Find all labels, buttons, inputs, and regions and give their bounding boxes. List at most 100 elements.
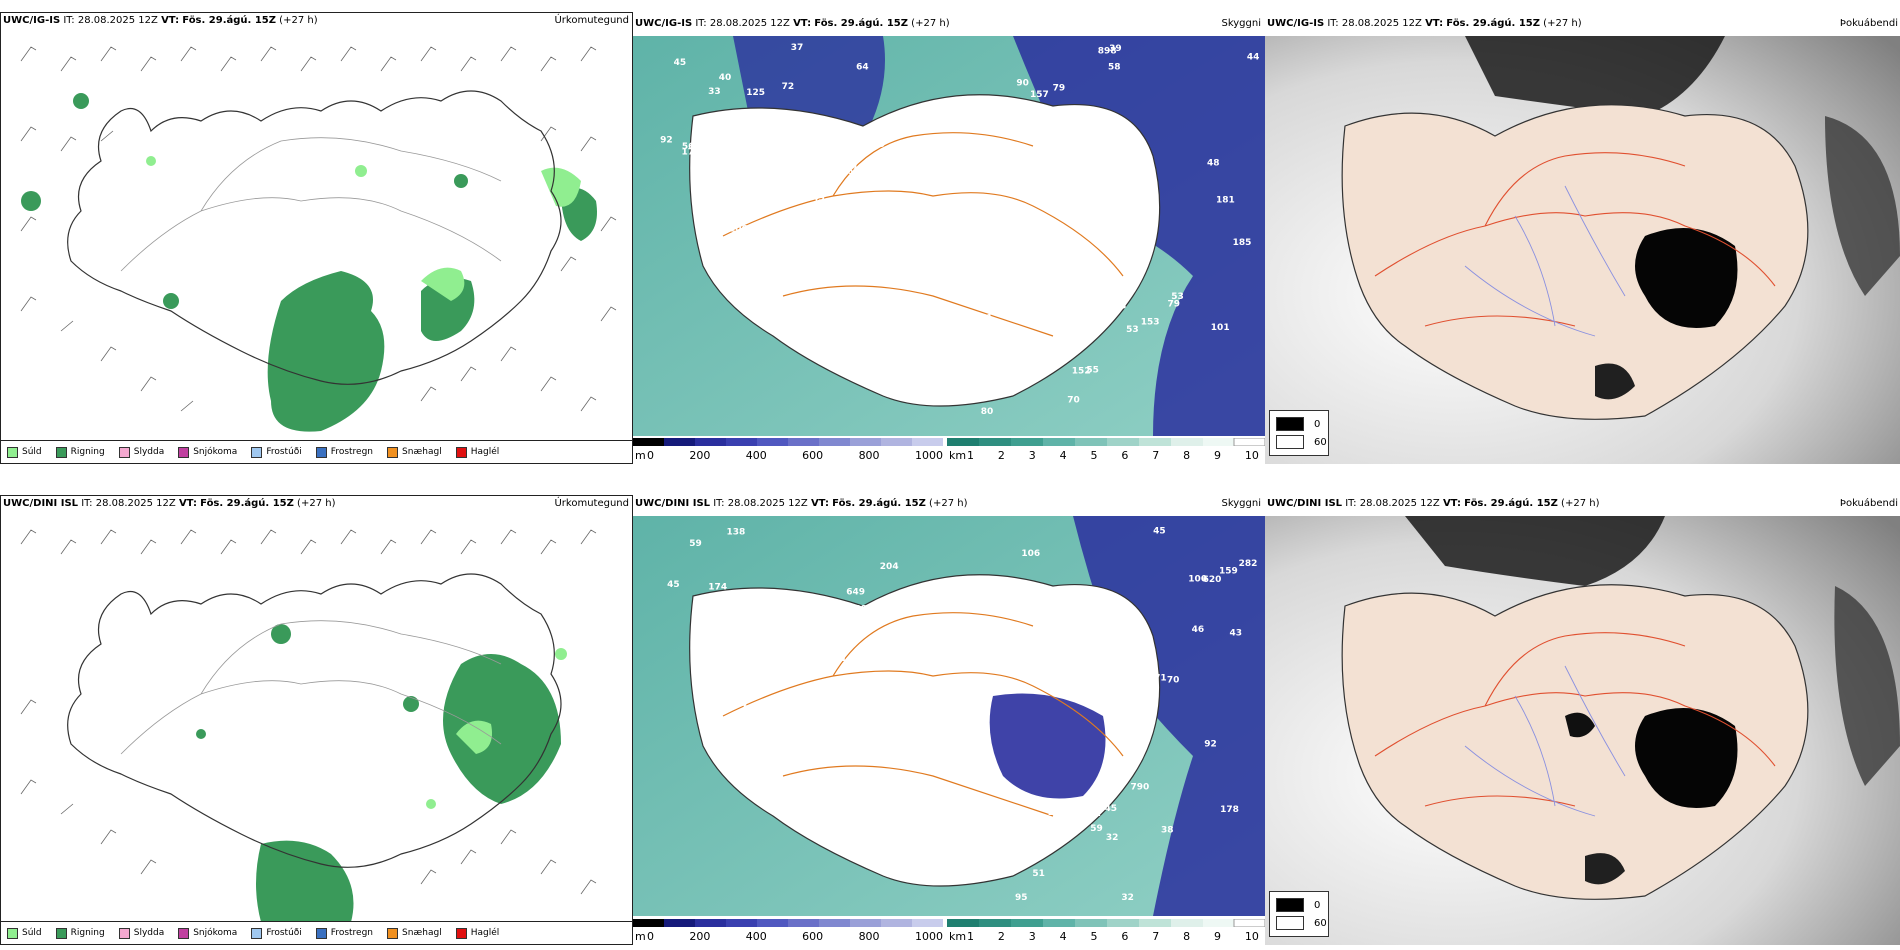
- visibility-value-label: 67: [763, 701, 776, 711]
- ceiling-ticks: 0 200 400 600 800 1000: [647, 930, 943, 943]
- visibility-value-label: 95: [1015, 893, 1028, 903]
- visibility-value-label: 45: [706, 118, 719, 128]
- visibility-value-label: 67: [847, 167, 860, 177]
- legend-item: Snjókoma: [178, 446, 237, 458]
- vt-label: VT:: [810, 498, 829, 509]
- legend-swatch: [118, 927, 130, 939]
- legend-label: Frostregn: [330, 928, 374, 938]
- precip-map: [20, 46, 617, 432]
- legend-swatch: [55, 927, 67, 939]
- visibility-value-label: 106: [1014, 354, 1033, 364]
- legend-swatch: [1276, 916, 1304, 930]
- legend-label: Frostúði: [266, 447, 302, 457]
- vt-label: VT:: [161, 15, 180, 26]
- tick-label: 0: [647, 930, 654, 943]
- legend-label: Slydda: [133, 447, 165, 457]
- visibility-value-label: 82: [1023, 161, 1036, 171]
- tick-label: 6: [1121, 930, 1129, 943]
- visibility-panel-bottom: UWC/DINI ISL IT: 28.08.2025 12Z VT: Fös.…: [633, 498, 1265, 945]
- visibility-value-label: 92: [660, 135, 673, 145]
- visibility-value-label: 101: [739, 647, 758, 657]
- visibility-value-label: 1124: [722, 700, 747, 710]
- visibility-value-label: 42: [757, 606, 770, 616]
- legend-item: Slydda: [118, 446, 165, 458]
- legend-label: Frostúði: [266, 928, 302, 938]
- visibility-legend: m 0 200 400 600 800 1000 km 1 2 3 4 5 6 …: [633, 438, 1265, 464]
- legend-swatch: [118, 446, 130, 458]
- lead-time: (+27 h): [1561, 498, 1600, 509]
- legend-swatch: [455, 446, 467, 458]
- iceland-outline: [67, 573, 562, 868]
- visibility-value-label: 102: [1129, 204, 1148, 214]
- legend-item: Snæhagl: [387, 446, 442, 458]
- visibility-value-label: 59: [689, 539, 702, 549]
- it-label: IT:: [1327, 18, 1339, 29]
- tick-label: 1000: [914, 930, 943, 943]
- it-value: 28.08.2025 12Z: [709, 18, 790, 29]
- tick-label: 7: [1152, 930, 1160, 943]
- visibility-value-label: 140: [775, 139, 794, 149]
- legend-swatch: [251, 927, 263, 939]
- rivers: [1464, 185, 1626, 337]
- visibility-title: Skyggni: [1221, 498, 1261, 509]
- visibility-value-label: 620: [1203, 575, 1222, 585]
- visibility-value-label: 45: [674, 58, 687, 68]
- legend-item: Frostúði: [251, 927, 302, 939]
- tick-label: 4: [1059, 930, 1067, 943]
- legend-swatch: [7, 446, 18, 458]
- panel-header: UWC/IG-IS IT: 28.08.2025 12Z VT: Fös. 29…: [1267, 18, 1582, 29]
- ceiling-colorbar: [633, 919, 943, 927]
- legend-label: 0: [1314, 418, 1321, 430]
- tick-label: 6: [1121, 449, 1129, 462]
- roads: [120, 620, 502, 755]
- visibility-value-label: 121: [1048, 808, 1067, 818]
- visibility-value-label: 90: [1016, 79, 1029, 89]
- tick-label: 7: [1152, 449, 1160, 462]
- model-name: UWC/DINI ISL: [635, 498, 711, 509]
- precip-title: Úrkomutegund: [554, 15, 629, 26]
- visibility-value-label: 100: [1188, 575, 1207, 585]
- visibility-value-label: 51: [980, 313, 993, 323]
- visibility-value-label: 37: [791, 43, 804, 53]
- visibility-unit: km: [949, 449, 967, 462]
- iceland-outline: [1341, 584, 1809, 900]
- visibility-value-label: 56: [810, 146, 823, 156]
- tick-label: 200: [689, 930, 711, 943]
- vis-labels-bottom: 88 282 178 121 1124 138 159 45 790 101 204 106 92 95 5…: [667, 527, 1257, 904]
- it-value: 28.08.2025 12Z: [77, 15, 158, 26]
- visibility-value-label: 33: [708, 87, 721, 97]
- legend-label: 60: [1314, 917, 1327, 929]
- lead-time: (+27 h): [297, 498, 336, 509]
- legend-label: Súld: [22, 928, 42, 938]
- visibility-value-label: 10: [1058, 147, 1071, 157]
- iceland-outline: [689, 94, 1161, 407]
- visibility-value-label: 54: [956, 383, 969, 393]
- legend-label: Súld: [22, 447, 42, 457]
- legend-swatch: [178, 446, 190, 458]
- legend-swatch: [455, 927, 467, 939]
- ceiling-colorbar: [633, 438, 943, 446]
- legend-item: Haglél: [455, 927, 499, 939]
- legend-label: 60: [1314, 436, 1327, 448]
- visibility-value-label: 53: [1143, 222, 1156, 232]
- legend-label: Frostregn: [330, 447, 374, 457]
- visibility-value-label: 46: [1192, 625, 1205, 635]
- visibility-value-label: 204: [880, 562, 899, 572]
- visibility-value-label: 790: [1131, 782, 1150, 792]
- visibility-value-label: 45: [1153, 527, 1166, 537]
- visibility-value-label: 898: [1098, 47, 1117, 57]
- visibility-value-label: 178: [1220, 805, 1239, 815]
- tick-label: 10: [1244, 449, 1259, 462]
- visibility-value-label: 64: [856, 63, 869, 73]
- visibility-value-label: 101: [1055, 335, 1074, 345]
- visibility-value-label: 128: [1032, 593, 1051, 603]
- visibility-value-label: 199: [866, 140, 885, 150]
- visibility-value-label: 53: [1126, 325, 1139, 335]
- iceland-outline: [67, 90, 562, 385]
- vt-value: Fös. 29.ágú. 15Z: [1464, 498, 1558, 509]
- legend-item: Súld: [7, 446, 42, 458]
- lead-time: (+27 h): [1543, 18, 1582, 29]
- fog-legend-row: 0: [1276, 898, 1320, 912]
- tick-label: 1: [967, 930, 974, 943]
- it-value: 28.08.2025 12Z: [95, 498, 176, 509]
